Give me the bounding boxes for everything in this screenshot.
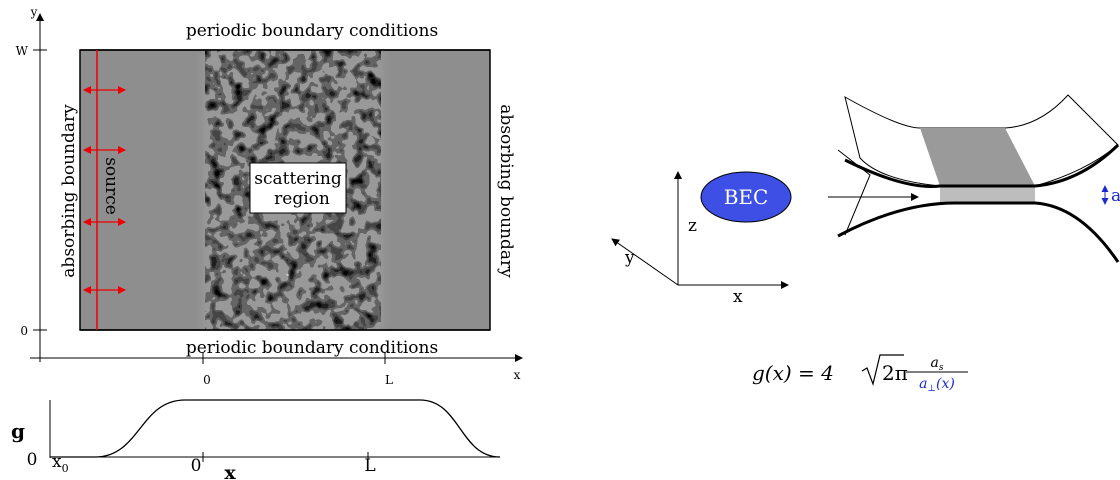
z-label: z	[688, 216, 697, 236]
x0-label: x0	[52, 452, 69, 475]
x-axis-label: x	[514, 368, 521, 382]
formula-lhs: g(x) = 4	[752, 361, 834, 385]
y-label: y	[624, 248, 635, 268]
profile-x-label: x	[224, 462, 236, 480]
num-base: a	[931, 355, 939, 371]
x0-base: x	[52, 452, 62, 472]
profile-l-label: L	[364, 456, 375, 476]
region-label: scattering	[254, 169, 342, 189]
x0-sub: 0	[62, 462, 69, 475]
g-zero-label: 0	[27, 450, 38, 470]
w-label: W	[16, 44, 29, 58]
trap-sketch: z y x BEC a⊥	[611, 94, 1120, 307]
bec-label: BEC	[724, 185, 769, 209]
den-sub: ⊥	[928, 384, 936, 394]
x-label: x	[733, 287, 743, 307]
right-boundary-label: absorbing boundary	[496, 104, 516, 278]
a-perp-label: a⊥	[1111, 186, 1120, 208]
left-boundary-label: absorbing boundary	[59, 104, 79, 278]
source-label: source	[101, 157, 121, 215]
den-base: a	[919, 376, 927, 392]
formula-num: as	[931, 355, 944, 373]
simulation-panel: scattering region periodic boundary cond…	[16, 5, 523, 387]
bec-blob	[700, 171, 792, 223]
g-label: g	[11, 419, 25, 443]
scattering-noise	[202, 50, 384, 330]
source-arrows	[83, 86, 126, 294]
x-zero-label: 0	[203, 373, 211, 387]
bottom-label: periodic boundary conditions	[186, 338, 438, 358]
g-profile: g 0 x0 0 x L	[11, 399, 501, 480]
y-zero-label: 0	[20, 324, 28, 338]
region-box	[249, 162, 347, 214]
x-l-label: L	[385, 373, 393, 387]
formula-den: a⊥(x)	[919, 376, 955, 394]
formula-root: 2π	[882, 361, 908, 385]
y-axis-label: y	[30, 5, 38, 19]
sqrt-sign	[861, 354, 904, 387]
top-label: periodic boundary conditions	[186, 21, 438, 41]
num-sub: s	[939, 363, 944, 373]
formula: g(x) = 4 2π as a⊥(x)	[752, 354, 968, 394]
den-rest: (x)	[936, 376, 955, 392]
origin-label: 0	[191, 456, 202, 476]
a-perp-base: a	[1111, 186, 1120, 206]
region-label: region	[274, 189, 330, 209]
